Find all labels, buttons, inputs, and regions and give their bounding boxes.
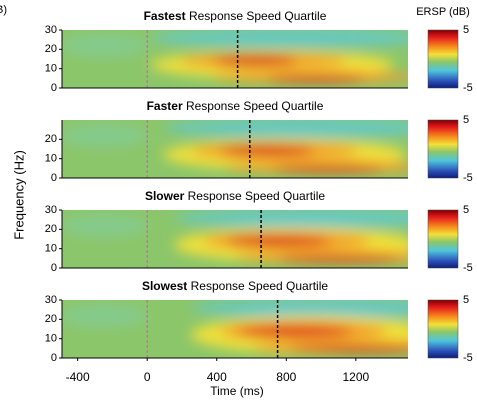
y-tick-label: 10: [45, 333, 57, 345]
power-blob: [226, 235, 331, 247]
y-tick-label: 0: [51, 82, 57, 94]
y-axis-label: Frequency (Hz): [11, 150, 26, 240]
y-tick-label: 30: [45, 204, 57, 216]
power-blob: [267, 74, 365, 83]
heatmap: [62, 120, 408, 178]
colorbar: [427, 299, 459, 359]
heatmap-blobs: [62, 30, 408, 84]
y-tick-label: 20: [45, 133, 57, 145]
power-blob: [62, 33, 148, 58]
y-tick-label: 10: [45, 153, 57, 165]
colorbar-tick-label: 5: [463, 294, 469, 306]
title-bold: Faster: [147, 99, 183, 113]
x-tick-label: 0: [144, 370, 151, 384]
colorbar-label: ERSP (dB): [416, 6, 470, 18]
power-blob: [220, 145, 315, 157]
title-bold: Fastest: [144, 9, 186, 23]
x-tick-label: 800: [276, 370, 296, 384]
y-tick-label: 30: [45, 24, 57, 36]
x-axis-label: Time (ms): [210, 384, 264, 398]
heatmap-blobs: [62, 210, 408, 264]
colorbar-tick-label: 5: [463, 24, 469, 36]
heatmap: [62, 30, 408, 88]
title-rest: Response Speed Quartile: [186, 99, 324, 113]
power-blob: [150, 30, 408, 48]
heatmap-blobs: [62, 300, 408, 354]
title-bold: Slowest: [142, 279, 187, 293]
panel-title: Fastest Response Speed Quartile: [144, 9, 327, 23]
colorbar-tick-label: 5: [463, 204, 469, 216]
colorbar: [427, 209, 459, 269]
x-tick-label: -400: [66, 370, 90, 384]
y-tick-label: 10: [45, 243, 57, 255]
title-rest: Response Speed Quartile: [191, 279, 329, 293]
panel-label: B): [0, 4, 7, 16]
title-rest: Response Speed Quartile: [188, 189, 326, 203]
colorbar: [427, 119, 459, 179]
power-blob: [273, 164, 383, 173]
y-tick-label: 10: [45, 63, 57, 75]
power-blob: [278, 254, 401, 263]
y-tick-label: 20: [45, 43, 57, 55]
heatmap: [62, 300, 408, 358]
power-blob: [213, 55, 297, 67]
colorbar-tick-label: -5: [463, 82, 473, 94]
heatmap: [62, 210, 408, 268]
x-tick-label: 1200: [342, 370, 369, 384]
colorbar: [427, 29, 459, 89]
panel-title: Faster Response Speed Quartile: [147, 99, 324, 113]
power-blob: [62, 303, 148, 328]
power-blob: [62, 213, 148, 238]
colorbar-tick-label: 5: [463, 114, 469, 126]
power-blob: [190, 300, 408, 318]
title-bold: Slower: [145, 189, 185, 203]
power-blob: [62, 123, 148, 148]
y-tick-label: 0: [51, 172, 57, 184]
y-tick-label: 0: [51, 262, 57, 274]
colorbar-tick-label: -5: [463, 172, 473, 184]
colorbar-tick-label: -5: [463, 262, 473, 274]
power-blob: [174, 210, 408, 228]
y-tick-label: 0: [51, 352, 57, 364]
y-tick-label: 20: [45, 223, 57, 235]
power-blob: [237, 325, 353, 337]
y-tick-label: 30: [45, 294, 57, 306]
x-tick-label: 400: [207, 370, 227, 384]
panel-title: Slowest Response Speed Quartile: [142, 279, 328, 293]
power-blob: [162, 120, 408, 138]
heatmap-blobs: [62, 120, 408, 174]
power-blob: [288, 344, 408, 353]
y-tick-label: 20: [45, 313, 57, 325]
panel-title: Slower Response Speed Quartile: [145, 189, 325, 203]
title-rest: Response Speed Quartile: [189, 9, 327, 23]
colorbar-tick-label: -5: [463, 352, 473, 364]
